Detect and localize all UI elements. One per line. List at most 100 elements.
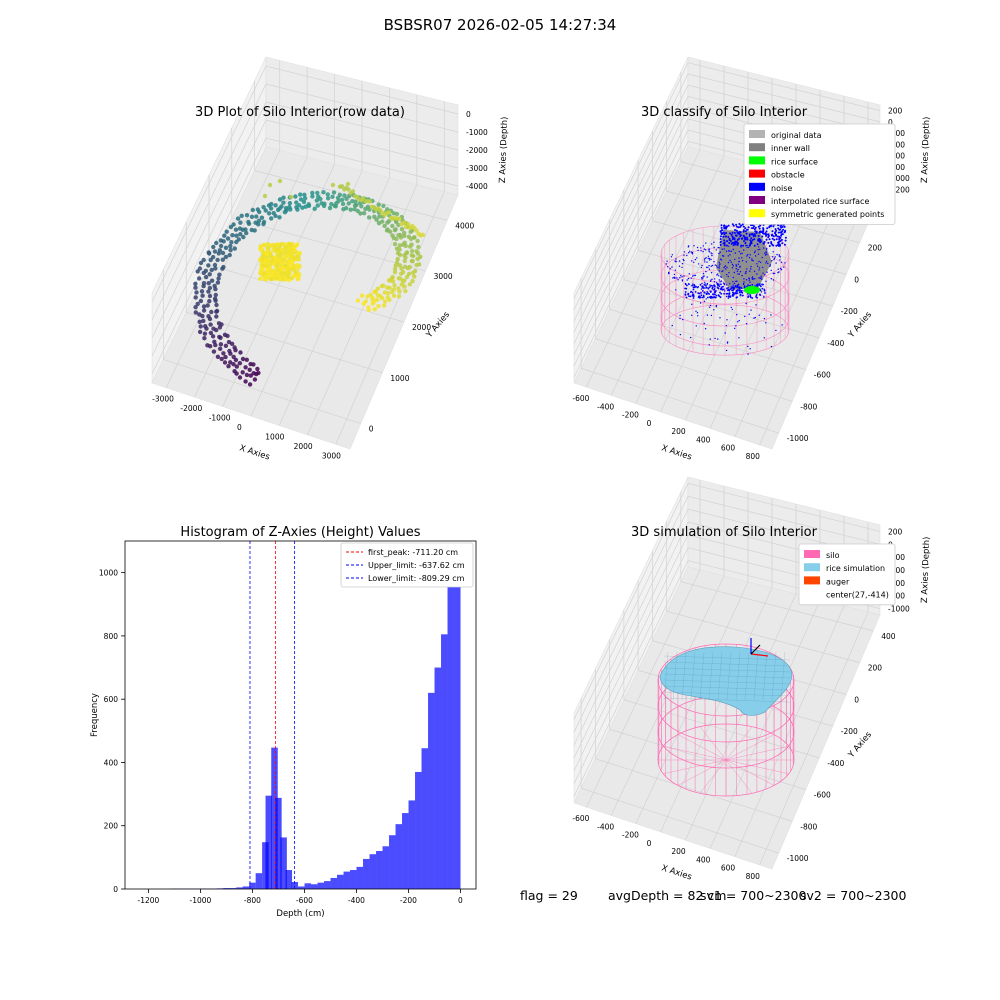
noise-point (720, 224, 723, 227)
noise-point (684, 294, 687, 296)
raw-point (213, 342, 218, 348)
legend-label: first_peak: -711.20 cm (368, 548, 458, 557)
raw-point (301, 199, 307, 205)
silo-floor-spoke (725, 726, 753, 761)
noise-point (744, 272, 746, 274)
legend-label: auger (826, 577, 850, 586)
raw-point (248, 361, 253, 367)
raw-point (218, 346, 223, 351)
raw-point (372, 307, 377, 312)
raw-point (391, 293, 397, 298)
noise-point (771, 260, 773, 262)
noise-point (750, 309, 752, 311)
noise-point (727, 255, 729, 257)
raw-point (345, 181, 351, 187)
noise-point (707, 257, 709, 260)
noise-point (706, 283, 708, 286)
noise-point (717, 287, 720, 289)
noise-point (770, 242, 773, 245)
histogram: -1200 -1000 -800 -600 -400 -200 0 0 200 400 600 800… (90, 540, 477, 919)
raw-point (261, 242, 267, 248)
raw-point (420, 232, 426, 237)
hist-bar (356, 866, 364, 889)
noise-point (708, 268, 711, 270)
raw-point (193, 285, 198, 290)
noise-point (673, 276, 675, 278)
noise-point (765, 230, 768, 233)
noise-point (764, 292, 766, 294)
noise-point (735, 229, 738, 232)
raw-point (392, 227, 398, 233)
grid-x (610, 575, 725, 816)
noise-point (714, 293, 716, 296)
noise-point (747, 226, 750, 229)
legend-swatch (804, 576, 820, 585)
raw-point (395, 256, 400, 262)
z-axis-label: Z Axies (Depth) (920, 116, 932, 183)
noise-point (746, 268, 748, 270)
noise-point (752, 260, 754, 262)
hist-bar (291, 882, 299, 889)
noise-point (751, 239, 754, 241)
raw-point (279, 267, 284, 272)
noise-point (766, 271, 768, 273)
noise-point (690, 336, 692, 339)
raw-point (408, 244, 413, 249)
grid-z (573, 62, 881, 299)
hist-bar (363, 858, 370, 889)
z-axis-label: Z Axies (Depth) (920, 536, 932, 603)
noise-point (715, 290, 717, 292)
noise-point (682, 258, 684, 261)
noise-point (720, 283, 722, 286)
raw-point (197, 312, 202, 317)
noise-point (719, 317, 721, 319)
x-tick-label: -600 (572, 814, 589, 823)
noise-point (765, 322, 767, 324)
grid-x (734, 605, 845, 857)
noise-point (750, 233, 753, 236)
noise-point (728, 292, 731, 294)
noise-point (777, 231, 780, 234)
noise-point (727, 261, 730, 264)
raw-point (201, 308, 207, 313)
z-tick-label: -400 (888, 140, 905, 149)
noise-point (734, 258, 736, 261)
noise-point (704, 281, 706, 283)
raw-point (229, 240, 234, 245)
noise-point (695, 325, 697, 327)
noise-point (708, 265, 710, 267)
raw-point (258, 244, 263, 249)
legend-swatch (749, 143, 765, 152)
noise-point (728, 245, 730, 247)
noise-point (693, 261, 695, 263)
y-tick-label: -200 (841, 727, 858, 736)
raw-point (201, 304, 207, 309)
noise-point (730, 261, 732, 263)
noise-point (741, 257, 743, 259)
raw-point (287, 201, 293, 206)
raw-point (400, 279, 406, 284)
noise-point (724, 290, 726, 292)
raw-point (396, 276, 401, 281)
y-tick-label: 1000 (99, 569, 118, 578)
noise-point (780, 226, 783, 229)
noise-point (705, 270, 707, 273)
noise-point (777, 227, 780, 230)
noise-point (738, 257, 740, 259)
noise-point (758, 227, 761, 230)
rice-mesh (663, 655, 791, 661)
noise-point (747, 293, 749, 295)
grid-z (573, 508, 881, 746)
noise-point (701, 278, 703, 280)
noise-point (691, 260, 693, 262)
raw-point (310, 194, 315, 199)
x-tick-label: 200 (671, 847, 686, 856)
hist-bar (408, 800, 416, 889)
raw-point (205, 303, 210, 308)
raw-point (289, 254, 294, 259)
raw-point (212, 339, 217, 344)
noise-point (688, 245, 690, 247)
raw-point (223, 343, 229, 348)
noise-point (691, 252, 694, 255)
raw-point (375, 297, 380, 302)
